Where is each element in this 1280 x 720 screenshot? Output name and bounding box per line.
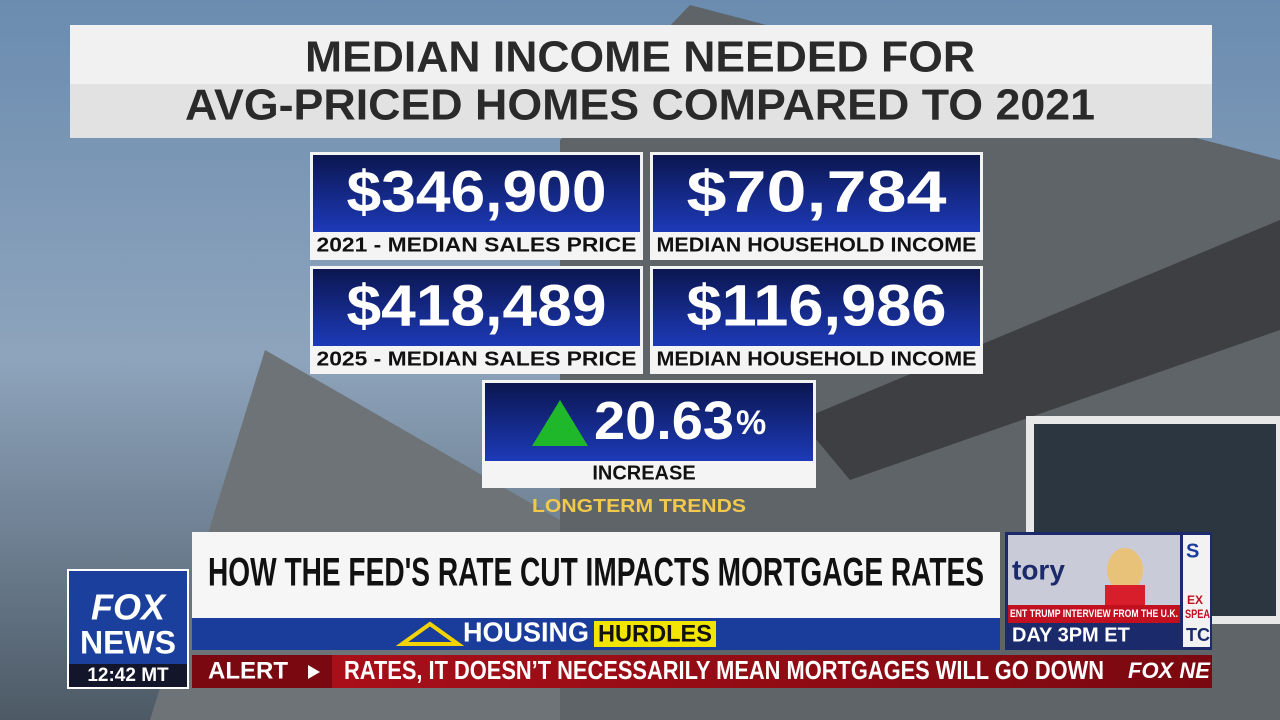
ticker-arrow bbox=[308, 665, 320, 679]
promo-side bbox=[1183, 535, 1210, 647]
card-value: $70,784 bbox=[687, 159, 947, 224]
ticker-tag: ALERT bbox=[208, 657, 288, 684]
promo-text: DAY 3PM ET bbox=[1012, 624, 1130, 646]
title-line: AVG-PRICED HOMES COMPARED TO 2021 bbox=[185, 81, 1095, 130]
card-panel bbox=[313, 155, 640, 232]
logo-text: NEWS bbox=[80, 624, 176, 660]
ticker-brand: FOX NE bbox=[1128, 658, 1211, 683]
card-label: 2025 - MEDIAN SALES PRICE bbox=[317, 348, 637, 370]
promo-side-text: S bbox=[1186, 540, 1199, 562]
card-value: $418,489 bbox=[347, 273, 607, 338]
promo-person bbox=[1105, 585, 1145, 605]
ticker-text: RATES, IT DOESN’T NECESSARILY MEAN MORTG… bbox=[344, 655, 1104, 685]
banner-word: HURDLES bbox=[598, 620, 712, 647]
increase-value: 20.63% bbox=[594, 391, 766, 451]
title-line: MEDIAN INCOME NEEDED FOR bbox=[305, 33, 975, 82]
promo-side-text: EX bbox=[1187, 593, 1203, 607]
house-icon bbox=[395, 621, 465, 646]
increase-panel bbox=[485, 383, 813, 461]
promo-side-text: SPEA bbox=[1185, 607, 1210, 621]
promo-show: tory bbox=[1012, 554, 1065, 585]
card-value: $116,986 bbox=[687, 273, 947, 338]
promo-person bbox=[1107, 548, 1143, 592]
cards: $346,900 2021 - MEDIAN SALES PRICE $70,784… bbox=[310, 152, 983, 374]
clock-strip bbox=[69, 664, 187, 687]
promo-image bbox=[1008, 535, 1180, 605]
promo-text: ENT TRUMP INTERVIEW FROM THE U.K. bbox=[1010, 608, 1178, 620]
card-panel bbox=[653, 269, 980, 346]
source: LONGTERM TRENDS bbox=[532, 496, 746, 516]
up-arrow bbox=[532, 400, 588, 446]
banner-highlight bbox=[594, 621, 716, 647]
logo-text: FOX bbox=[91, 587, 167, 628]
card-label: MEDIAN HOUSEHOLD INCOME bbox=[657, 348, 977, 370]
card-label: 2021 - MEDIAN SALES PRICE bbox=[317, 234, 637, 256]
roof bbox=[800, 220, 1280, 480]
card-value: $346,900 bbox=[347, 159, 607, 224]
headline-box bbox=[192, 532, 1000, 618]
card-panel bbox=[653, 155, 980, 232]
ticker bbox=[192, 655, 1212, 688]
card-panel bbox=[313, 269, 640, 346]
clock: 12:42 MT bbox=[87, 665, 169, 686]
increase-label: INCREASE bbox=[592, 462, 695, 484]
headline: HOW THE FED'S RATE CUT IMPACTS MORTGAGE … bbox=[208, 551, 984, 595]
card-label: MEDIAN HOUSEHOLD INCOME bbox=[657, 234, 977, 256]
promo-side-text: TC bbox=[1186, 625, 1210, 645]
title-box-lower bbox=[70, 84, 1212, 138]
promo-strip bbox=[1008, 605, 1180, 623]
banner-word: HOUSING bbox=[463, 616, 589, 647]
